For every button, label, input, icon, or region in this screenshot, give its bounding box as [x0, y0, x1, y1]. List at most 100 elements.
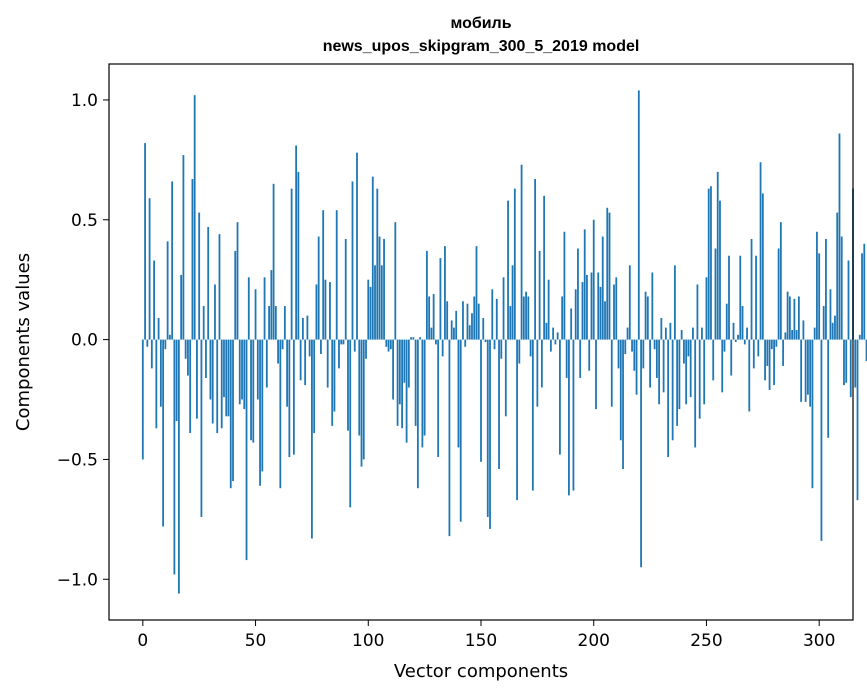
bar-286 [786, 291, 789, 340]
y-tick-label: 0.5 [71, 211, 98, 231]
bar-194 [579, 339, 582, 378]
bar-185 [559, 339, 561, 455]
bar-180 [547, 279, 550, 340]
bar-97 [360, 339, 363, 467]
bar-128 [430, 327, 433, 340]
bar-81 [324, 279, 327, 340]
bar-154 [489, 339, 491, 529]
bar-262 [732, 322, 735, 340]
bar-233 [667, 339, 670, 458]
bar-182 [552, 327, 555, 340]
bar-226 [651, 272, 654, 340]
bar-186 [561, 296, 564, 340]
bar-208 [610, 339, 613, 407]
bar-6 [155, 339, 158, 429]
bar-77 [315, 284, 318, 340]
y-tick-label: −1.0 [57, 570, 98, 590]
bar-89 [342, 339, 345, 345]
bar-5 [153, 260, 155, 340]
bar-33 [216, 339, 219, 434]
bar-207 [608, 212, 611, 340]
bar-174 [534, 179, 537, 340]
x-tick-label: 0 [137, 631, 148, 651]
bar-167 [518, 339, 521, 364]
bar-269 [748, 339, 751, 412]
bar-240 [683, 339, 685, 364]
bar-252 [710, 186, 712, 340]
bar-196 [583, 229, 586, 340]
bar-94 [353, 339, 356, 352]
bar-72 [304, 339, 307, 386]
bar-65 [288, 339, 291, 458]
bar-162 [507, 200, 509, 340]
bar-90 [344, 238, 347, 340]
bar-99 [365, 339, 367, 359]
bar-131 [437, 339, 440, 458]
bar-129 [432, 294, 435, 340]
bar-241 [685, 339, 688, 405]
x-axis-label: Vector components [394, 661, 568, 682]
bar-86 [335, 210, 338, 340]
bar-142 [462, 301, 464, 340]
plot-frame [108, 63, 854, 621]
bar-272 [755, 255, 757, 340]
bar-122 [416, 339, 419, 489]
bar-144 [466, 303, 469, 340]
bar-60 [277, 339, 279, 364]
bar-140 [457, 339, 460, 448]
bar-87 [338, 339, 340, 369]
bar-50 [254, 289, 257, 340]
bar-268 [746, 327, 748, 340]
bar-258 [723, 339, 726, 352]
bar-133 [441, 339, 444, 357]
bar-135 [446, 301, 449, 340]
bar-102 [371, 176, 374, 340]
bar-158 [498, 339, 500, 470]
bar-197 [586, 274, 588, 340]
bar-14 [173, 339, 176, 575]
bar-222 [642, 339, 645, 369]
bar-214 [624, 339, 627, 354]
bar-127 [428, 296, 431, 340]
bar-319 [861, 253, 863, 340]
bars-group [141, 90, 867, 594]
bar-35 [220, 339, 223, 429]
bar-85 [333, 339, 336, 412]
bar-132 [439, 258, 442, 340]
bar-58 [272, 183, 275, 340]
bar-88 [340, 339, 343, 345]
bar-93 [351, 181, 354, 340]
y-axis-label: Components values [13, 253, 34, 431]
bar-250 [705, 277, 708, 340]
bar-213 [622, 339, 624, 470]
bar-248 [701, 327, 703, 340]
bar-45 [243, 339, 246, 410]
bar-138 [453, 327, 455, 340]
x-tick-label: 100 [352, 631, 384, 651]
bar-260 [728, 255, 730, 340]
bar-245 [694, 339, 697, 448]
bar-195 [581, 282, 584, 340]
bar-38 [227, 339, 230, 417]
bar-178 [543, 195, 546, 340]
bar-173 [531, 339, 534, 491]
bar-17 [180, 274, 183, 340]
bar-307 [834, 315, 836, 340]
bar-28 [205, 339, 207, 378]
bar-91 [347, 339, 349, 431]
bar-264 [737, 334, 739, 340]
bar-13 [171, 181, 174, 340]
bar-57 [270, 270, 273, 340]
bar-227 [653, 339, 656, 350]
bar-80 [322, 210, 325, 340]
bar-136 [448, 339, 451, 537]
bar-43 [238, 339, 241, 405]
bar-187 [563, 231, 566, 340]
bar-120 [412, 337, 415, 340]
bar-2 [146, 339, 149, 347]
bar-230 [660, 318, 663, 340]
bar-216 [628, 265, 631, 340]
bar-114 [398, 339, 401, 405]
bar-246 [696, 284, 699, 340]
bar-255 [716, 171, 719, 340]
